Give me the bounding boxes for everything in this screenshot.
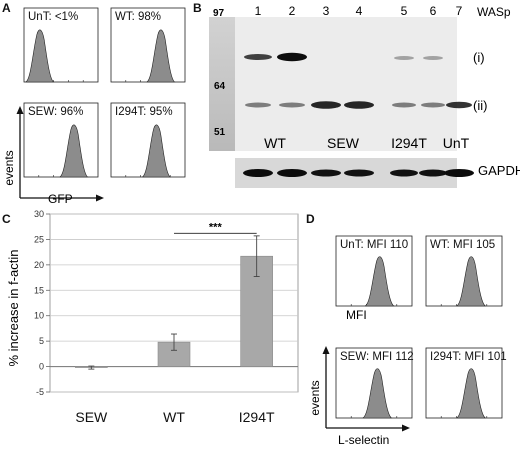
band-ii-lane-6	[421, 102, 445, 108]
panel-c-bar-chart: % increase in f-actin -5 0 5 10 15 20 25 30 SEW W…	[6, 209, 299, 425]
lane-number-7: 7	[456, 4, 463, 18]
y-tick-label: 10	[34, 311, 44, 321]
gapdh-band-lane-5	[390, 169, 418, 177]
group-label-i294t: I294T	[391, 135, 427, 151]
panel-a-histogram-1: UnT: <1%	[23, 7, 99, 83]
panel-d-histogram-3-label: SEW: MFI 112	[340, 351, 414, 363]
panel-a-histogram-2-label: WT: 98%	[115, 11, 161, 23]
panel-label-d: D	[306, 212, 315, 226]
panel-a-histogram-4-label: I294T: 95%	[115, 106, 173, 118]
histogram-peak	[456, 256, 487, 307]
gapdh-band-lane-7	[444, 169, 474, 177]
group-label-unt: UnT	[443, 135, 470, 151]
band-label-i: (i)	[473, 50, 485, 65]
x-category-label-sew: SEW	[75, 409, 108, 425]
error-bar-wt	[171, 333, 177, 351]
panel-a-histogram-4: I294T: 95%	[110, 102, 186, 178]
panel-d-histogram-4-label: I294T: MFI 101	[430, 351, 507, 363]
panel-b-western-blot: 97 64 51 1 2 3 4 5 6 7 WASp (i) (ii) WT …	[213, 4, 520, 178]
panel-d-y-arrow-label: events	[308, 380, 322, 415]
y-tick-label: 0	[39, 362, 44, 372]
panel-a-histogram-2: WT: 98%	[110, 7, 186, 83]
loading-control-label: GAPDH	[478, 163, 520, 178]
gapdh-band-lane-3	[311, 169, 341, 177]
x-category-label-wt: WT	[163, 409, 185, 425]
panel-a-histogram-3: SEW: 96%	[23, 102, 99, 178]
significance-marker: ***	[209, 221, 223, 233]
lane-number-1: 1	[255, 4, 262, 18]
panel-label-b: B	[193, 1, 202, 15]
lane-number-4: 4	[356, 4, 363, 18]
panel-d-histogram-1-label: UnT: MFI 110	[340, 239, 408, 251]
group-label-sew: SEW	[327, 135, 360, 151]
panel-a-y-arrow-label: events	[2, 150, 16, 185]
ladder-marker-51: 51	[214, 127, 226, 138]
histogram-peak	[146, 29, 176, 83]
gapdh-band-lane-2	[277, 169, 307, 177]
error-bar-i294t	[253, 235, 260, 278]
band-ii-lane-3	[311, 101, 341, 109]
x-category-label-i294t: I294T	[239, 409, 275, 425]
panel-a-histogram-3-label: SEW: 96%	[28, 106, 83, 118]
gapdh-band-lane-4	[344, 169, 374, 177]
panel-a-histogram-1-label: UnT: <1%	[28, 11, 78, 23]
band-ii-lane-7	[446, 101, 472, 109]
histogram-peak	[364, 256, 395, 307]
panel-a-axis-arrows	[16, 106, 104, 202]
band-ii-lane-4	[344, 101, 374, 109]
panel-d-axis-arrows	[322, 346, 410, 432]
panel-d-histogram-1: UnT: MFI 110	[335, 235, 413, 307]
panel-label-c: C	[2, 212, 11, 226]
band-i-lane-5	[394, 56, 414, 60]
panel-d-histogram-2-label: WT: MFI 105	[430, 239, 495, 251]
group-label-wt: WT	[264, 135, 286, 151]
panel-d-flow-histograms: UnT: MFI 110 WT: MFI 105 SEW: MFI 112 I294T…	[308, 235, 507, 447]
band-i-lane-6	[423, 56, 443, 60]
lane-number-6: 6	[430, 4, 437, 18]
band-ii-lane-2	[279, 102, 305, 108]
panel-d-histogram-3: SEW: MFI 112	[335, 347, 414, 419]
lane-number-2: 2	[289, 4, 296, 18]
protein-label-wasp: WASp	[477, 5, 511, 19]
lane-number-5: 5	[401, 4, 408, 18]
panel-a-flow-histograms: UnT: <1% WT: 98% SEW: 96% I294T: 95% events…	[2, 7, 186, 206]
band-ii-lane-1	[245, 102, 271, 108]
ladder-marker-97: 97	[213, 8, 225, 19]
y-tick-label: 20	[34, 260, 44, 270]
band-ii-lane-5	[392, 102, 416, 108]
y-tick-label: 30	[34, 209, 44, 219]
histogram-peak	[362, 368, 393, 419]
histogram-peak	[456, 368, 487, 419]
y-tick-label: 15	[34, 285, 44, 295]
blot-membrane	[235, 17, 457, 151]
mfi-label: MFI	[346, 308, 367, 322]
ladder-marker-64: 64	[214, 81, 226, 92]
panel-d-histogram-4: I294T: MFI 101	[425, 347, 507, 419]
gapdh-band-lane-6	[419, 169, 447, 177]
lane-number-3: 3	[323, 4, 330, 18]
histogram-peak	[142, 124, 172, 178]
error-bar-sew	[88, 365, 95, 370]
y-axis-title: % increase in f-actin	[6, 249, 21, 366]
band-i-lane-1	[244, 54, 272, 60]
histogram-peak	[25, 29, 55, 83]
band-i-lane-2	[277, 52, 307, 62]
panel-label-a: A	[2, 1, 11, 15]
ladder-lane	[209, 17, 236, 151]
y-tick-label: -5	[36, 387, 44, 397]
histogram-peak	[59, 124, 89, 178]
panel-d-histogram-2: WT: MFI 105	[425, 235, 503, 307]
gapdh-band-lane-1	[243, 169, 273, 177]
panel-a-x-arrow-label: GFP	[48, 192, 73, 206]
y-tick-label: 5	[39, 336, 44, 346]
band-label-ii: (ii)	[473, 98, 487, 113]
y-tick-label: 25	[34, 234, 44, 244]
panel-d-x-arrow-label: L-selectin	[338, 433, 389, 447]
